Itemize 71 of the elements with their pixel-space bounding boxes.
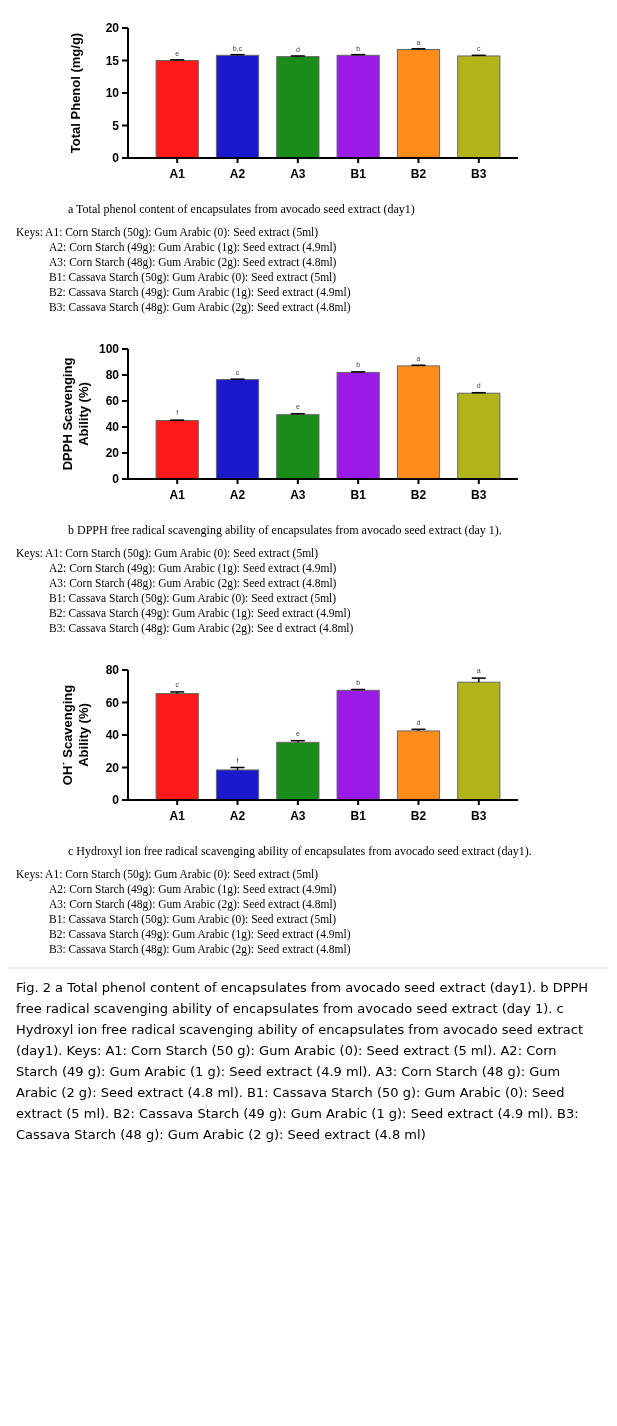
text: B1: Cassava Starch (50g): Gum Arabic (0): Seed extract (5ml) — [48, 270, 338, 285]
text: Keys: A1: Corn Starch (50g): Gum Arabic (0): Seed extract (5ml) — [15, 225, 320, 240]
x-tick-label: A2 — [229, 488, 246, 502]
x-tick-label: B1 — [350, 167, 367, 181]
text: B2: Cassava Starch (49g): Gum Arabic (1g): Seed extract (4.9ml) — [48, 285, 352, 300]
bar — [276, 741, 320, 801]
bar — [457, 392, 501, 480]
y-tick-label: 0 — [112, 151, 120, 166]
x-tick-label: B3 — [471, 167, 487, 181]
y-tick-label: 80 — [105, 663, 120, 678]
text: B1: Cassava Starch (50g): Gum Arabic (0): Seed extract (5ml) — [48, 912, 338, 927]
bar — [396, 365, 441, 480]
y-axis-title: DPPH Scavenging Ability (%) — [60, 357, 91, 471]
y-tick-label: 20 — [105, 760, 120, 775]
y-tick-label: 80 — [105, 368, 120, 383]
bar — [336, 689, 380, 801]
x-tick-label: A2 — [229, 167, 246, 181]
text: B3: Cassava Starch (48g): Gum Arabic (2g): See d extract (4.8ml) — [48, 621, 355, 636]
text: B2: Cassava Starch (49g): Gum Arabic (1g): Seed extract (4.9ml) — [48, 927, 352, 942]
y-tick-label: 40 — [105, 728, 120, 743]
x-tick-label: B1 — [350, 488, 367, 502]
y-axis-title: Total Phenol (mg/g) — [68, 32, 83, 154]
x-tick-label: A2 — [229, 809, 246, 823]
y-axis-title: OH˙ Scavenging Ability (%) — [60, 684, 91, 786]
bar — [215, 769, 260, 801]
x-tick-label: A3 — [290, 809, 306, 823]
x-tick-label: A3 — [290, 488, 306, 502]
x-tick-label: B3 — [471, 488, 487, 502]
text: B3: Cassava Starch (48g): Gum Arabic (2g): Seed extract (4.8ml) — [48, 300, 352, 315]
text: b DPPH free radical scavenging ability of encapsulates from avocado seed extract (day 1). — [67, 522, 503, 539]
bar — [396, 730, 441, 801]
text: A3: Corn Starch (48g): Gum Arabic (2g): Seed extract (4.8ml) — [48, 576, 338, 591]
y-tick-label: 0 — [112, 472, 120, 487]
bar — [336, 371, 380, 480]
bar — [215, 379, 260, 480]
text: B1: Cassava Starch (50g): Gum Arabic (0): Seed extract (5ml) — [48, 591, 338, 606]
text: Keys: A1: Corn Starch (50g): Gum Arabic (0): Seed extract (5ml) — [15, 867, 320, 882]
y-tick-label: 15 — [105, 53, 120, 68]
y-tick-label: 100 — [98, 342, 120, 357]
bar — [155, 420, 199, 480]
y-tick-label: 20 — [105, 21, 120, 36]
bar — [155, 693, 199, 801]
text: Keys: A1: Corn Starch (50g): Gum Arabic (0): Seed extract (5ml) — [15, 546, 320, 561]
bar — [276, 414, 320, 480]
x-tick-label: A1 — [169, 167, 186, 181]
x-tick-label: B2 — [410, 488, 427, 502]
x-tick-label: A3 — [290, 167, 306, 181]
y-tick-label: 0 — [112, 793, 120, 808]
y-tick-label: 20 — [105, 446, 120, 461]
text: A3: Corn Starch (48g): Gum Arabic (2g): Seed extract (4.8ml) — [48, 897, 338, 912]
text: A2: Corn Starch (49g): Gum Arabic (1g): Seed extract (4.9ml) — [48, 561, 338, 576]
text: B3: Cassava Starch (48g): Gum Arabic (2g): Seed extract (4.8ml) — [48, 942, 352, 957]
x-tick-label: A1 — [169, 809, 186, 823]
text: a Total phenol content of encapsulates from avocado seed extract (day1) — [67, 201, 416, 218]
x-tick-label: B1 — [350, 809, 367, 823]
text: B2: Cassava Starch (49g): Gum Arabic (1g): Seed extract (4.9ml) — [48, 606, 352, 621]
caption: Fig. 2 a Total phenol content of encapsulates from avocado seed extract (day1). b DPPH free radical scavenging ability of encapsulates from avocado seed extract (day 1). c Hydroxyl ion free radical scavenging ability of encapsulates from avocado seed extract (day1). Keys: A1: Corn Starch (50 g): Gum Arabic (0): Seed extract (5 ml). A2: Corn Starch (49 g): Gum Arabic (1 g): Seed extract (4.9 ml). A3: Corn Starch (48 g): Gum Arabic (2 g): Seed extract (4.8 ml). B1: Cassava Starch (50 g): Gum Arabic (0): Seed extract (5 ml). B2: Cassava Starch (49 g): Gum Arabic (1 g): Seed extract (4.9 ml). B3: Cassava Starch (48 g): Gum Arabic (2 g): Seed extract (4.8 ml) — [8, 967, 608, 1145]
bar — [457, 681, 501, 801]
text: A2: Corn Starch (49g): Gum Arabic (1g): Seed extract (4.9ml) — [48, 882, 338, 897]
x-tick-label: B2 — [410, 809, 427, 823]
y-tick-label: 10 — [105, 86, 120, 101]
text: c Hydroxyl ion free radical scavenging ability of encapsulates from avocado seed extract (day1). — [67, 843, 533, 860]
y-tick-label: 60 — [105, 394, 120, 409]
x-tick-label: B2 — [410, 167, 427, 181]
text: A2: Corn Starch (49g): Gum Arabic (1g): Seed extract (4.9ml) — [48, 240, 338, 255]
text: A3: Corn Starch (48g): Gum Arabic (2g): Seed extract (4.8ml) — [48, 255, 338, 270]
y-tick-label: 40 — [105, 420, 120, 435]
x-tick-label: A1 — [169, 488, 186, 502]
x-tick-label: B3 — [471, 809, 487, 823]
y-tick-label: 60 — [105, 695, 120, 710]
y-tick-label: 5 — [112, 118, 120, 133]
